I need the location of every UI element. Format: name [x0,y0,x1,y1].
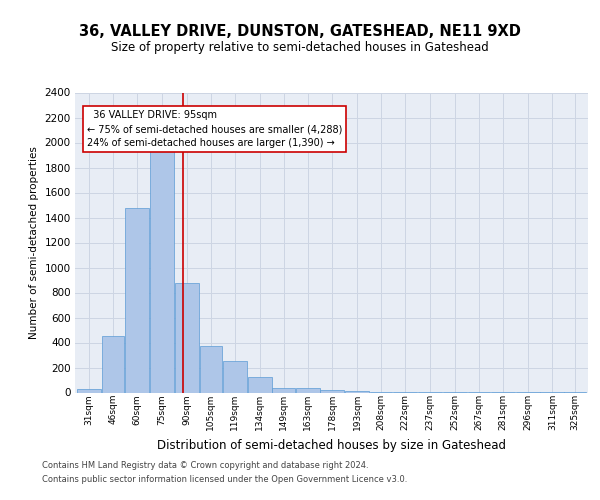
Bar [223,360,247,392]
Bar [125,208,149,392]
Bar [320,390,344,392]
Bar [200,346,222,393]
Bar [150,142,174,392]
Bar [345,391,369,392]
Text: 36 VALLEY DRIVE: 95sqm  
← 75% of semi-detached houses are smaller (4,288)
24% o: 36 VALLEY DRIVE: 95sqm ← 75% of semi-det… [86,110,342,148]
Bar [77,389,101,392]
Bar [296,388,320,392]
X-axis label: Distribution of semi-detached houses by size in Gateshead: Distribution of semi-detached houses by … [157,438,506,452]
Bar [175,282,199,393]
Text: Size of property relative to semi-detached houses in Gateshead: Size of property relative to semi-detach… [111,41,489,54]
Text: Contains HM Land Registry data © Crown copyright and database right 2024.: Contains HM Land Registry data © Crown c… [42,462,368,470]
Text: 36, VALLEY DRIVE, DUNSTON, GATESHEAD, NE11 9XD: 36, VALLEY DRIVE, DUNSTON, GATESHEAD, NE… [79,24,521,39]
Bar [248,377,272,392]
Bar [102,336,124,392]
Bar [272,388,295,392]
Text: Contains public sector information licensed under the Open Government Licence v3: Contains public sector information licen… [42,476,407,484]
Y-axis label: Number of semi-detached properties: Number of semi-detached properties [29,146,39,339]
